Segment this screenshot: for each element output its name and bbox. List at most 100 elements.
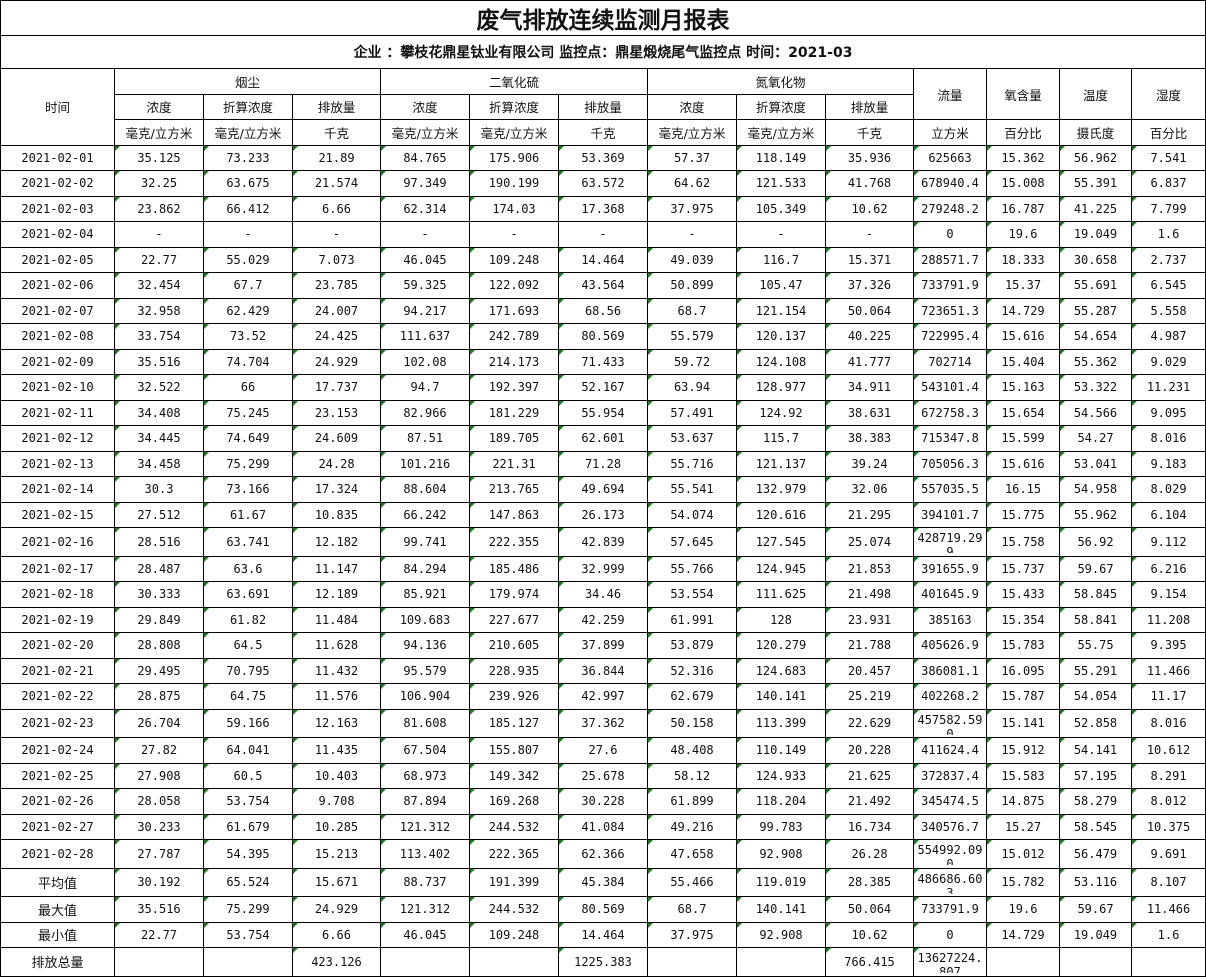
table-cell: 59.72: [647, 348, 737, 375]
table-cell: 67.7: [203, 272, 293, 299]
table-cell: [1059, 947, 1132, 977]
table-cell: 88.604: [380, 476, 470, 503]
table-cell: 67.504: [380, 737, 470, 764]
table-cell: 74.704: [203, 348, 293, 375]
table-cell: 625663: [913, 144, 987, 171]
table-cell: 92.908: [736, 921, 826, 948]
table-cell: 34.408: [114, 399, 204, 426]
table-cell: 16.15: [986, 476, 1060, 503]
table-cell: -: [558, 221, 648, 248]
table-cell: 213.765: [469, 476, 559, 503]
row-label: 2021-02-24: [0, 737, 115, 764]
table-cell: 53.637: [647, 425, 737, 452]
table-cell: 32.958: [114, 297, 204, 324]
table-cell: 37.975: [647, 921, 737, 948]
table-cell: 53.116: [1059, 867, 1132, 897]
table-cell: 109.683: [380, 606, 470, 633]
table-cell: 428719.299: [913, 527, 987, 557]
table-cell: [114, 947, 204, 977]
table-cell: 21.498: [825, 581, 914, 608]
table-cell: 43.564: [558, 272, 648, 299]
table-cell: 45.384: [558, 867, 648, 897]
header-unit: 千克: [558, 119, 648, 146]
table-cell: 7.799: [1130, 195, 1206, 222]
table-cell: 179.974: [469, 581, 559, 608]
table-cell: 119.019: [736, 867, 826, 897]
table-cell: 121.137: [736, 450, 826, 477]
table-cell: 53.554: [647, 581, 737, 608]
table-cell: 15.599: [986, 425, 1060, 452]
table-cell: 54.654: [1059, 323, 1132, 350]
cell-text: 554992.090: [917, 843, 983, 865]
table-cell: 214.173: [469, 348, 559, 375]
table-cell: 222.355: [469, 527, 559, 557]
table-cell: 49.694: [558, 476, 648, 503]
table-cell: 39.24: [825, 450, 914, 477]
table-cell: 105.349: [736, 195, 826, 222]
table-row: 最小值 22.77 53.754 6.66 46.045 109.248 14.464 37.…: [0, 921, 1206, 948]
table-cell: 59.67: [1059, 555, 1132, 582]
table-cell: 7.541: [1130, 144, 1206, 171]
table-row: 2021-02-04- - - - - - - - -0 19.6 19.049 1.6: [0, 221, 1206, 248]
table-cell: 733791.9: [913, 896, 987, 923]
table-cell: 68.7: [647, 297, 737, 324]
table-cell: 58.845: [1059, 581, 1132, 608]
table-cell: 52.858: [1059, 708, 1132, 738]
row-label: 2021-02-26: [0, 788, 115, 815]
table-cell: 95.579: [380, 657, 470, 684]
table-cell: 4.987: [1130, 323, 1206, 350]
table-cell: 23.862: [114, 195, 204, 222]
table-cell: 386081.1: [913, 657, 987, 684]
header-unit: 毫克/立方米: [114, 119, 204, 146]
table-cell: 221.31: [469, 450, 559, 477]
table-cell: 140.141: [736, 896, 826, 923]
table-cell: 132.979: [736, 476, 826, 503]
table-cell: 423.126: [292, 947, 381, 977]
row-label: 2021-02-07: [0, 297, 115, 324]
table-cell: 64.5: [203, 632, 293, 659]
table-cell: 10.62: [825, 921, 914, 948]
table-cell: 55.029: [203, 246, 293, 273]
table-cell: 58.12: [647, 762, 737, 789]
table-cell: 222.365: [469, 839, 559, 869]
table-cell: 38.631: [825, 399, 914, 426]
table-cell: 30.3: [114, 476, 204, 503]
table-cell: 723651.3: [913, 297, 987, 324]
table-cell: 11.466: [1130, 896, 1206, 923]
table-cell: 35.936: [825, 144, 914, 171]
table-cell: 113.399: [736, 708, 826, 738]
table-cell: 30.192: [114, 867, 204, 897]
table-cell: 175.906: [469, 144, 559, 171]
table-cell: -: [114, 221, 204, 248]
table-cell: 15.008: [986, 170, 1060, 197]
table-cell: 48.408: [647, 737, 737, 764]
table-cell: 24.425: [292, 323, 381, 350]
table-cell: 53.879: [647, 632, 737, 659]
table-cell: 63.572: [558, 170, 648, 197]
table-cell: 55.391: [1059, 170, 1132, 197]
table-cell: 25.678: [558, 762, 648, 789]
table-cell: 12.189: [292, 581, 381, 608]
table-cell: 124.933: [736, 762, 826, 789]
table-cell: 110.149: [736, 737, 826, 764]
table-cell: 21.788: [825, 632, 914, 659]
table-cell: 118.204: [736, 788, 826, 815]
row-label: 2021-02-27: [0, 813, 115, 840]
header-converted-concentration: 折算浓度: [736, 93, 826, 120]
row-label: 2021-02-12: [0, 425, 115, 452]
table-cell: 21.295: [825, 501, 914, 528]
header-group-so2: 二氧化硫: [380, 68, 648, 95]
table-cell: 15.213: [292, 839, 381, 869]
table-row: 2021-02-16 28.516 63.741 12.182 99.741 222.35…: [0, 527, 1206, 557]
table-cell: 32.999: [558, 555, 648, 582]
table-cell: 32.522: [114, 374, 204, 401]
table-cell: 24.28: [292, 450, 381, 477]
table-cell: 53.754: [203, 921, 293, 948]
table-cell: 9.183: [1130, 450, 1206, 477]
table-cell: 115.7: [736, 425, 826, 452]
table-cell: 30.333: [114, 581, 204, 608]
table-cell: 14.464: [558, 921, 648, 948]
table-cell: 28.808: [114, 632, 204, 659]
table-cell: 42.997: [558, 683, 648, 710]
table-cell: 124.945: [736, 555, 826, 582]
